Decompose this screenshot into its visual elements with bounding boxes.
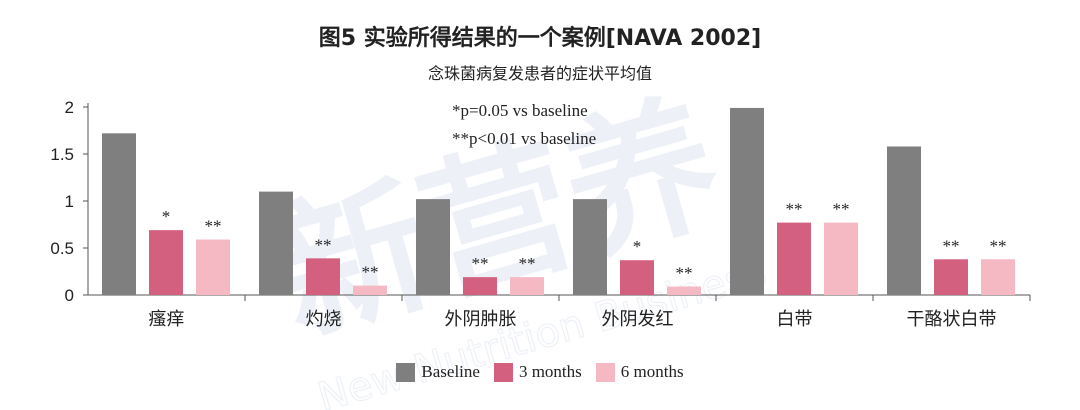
significance-label: ** <box>943 236 960 255</box>
category-label: 白带 <box>777 309 813 330</box>
bar-baseline <box>416 199 450 295</box>
significance-notes: *p=0.05 vs baseline **p<0.01 vs baseline <box>452 97 596 153</box>
bar-3-months <box>149 230 183 295</box>
legend-label-3-months: 3 months <box>518 362 582 381</box>
significance-label: * <box>162 207 171 226</box>
category-label: 瘙痒 <box>149 309 185 330</box>
y-tick-label: 1.5 <box>50 145 74 164</box>
bar-3-months <box>306 258 340 295</box>
bar-baseline <box>730 107 764 295</box>
significance-label: ** <box>362 263 379 282</box>
bar-3-months <box>620 260 654 295</box>
y-tick-label: 2 <box>65 98 74 117</box>
legend-label-baseline: Baseline <box>421 362 480 381</box>
significance-label: ** <box>315 235 332 254</box>
y-tick-label: 0 <box>65 286 74 305</box>
category-label: 灼烧 <box>306 309 342 330</box>
legend-item-baseline: Baseline <box>396 362 480 382</box>
legend-swatch-6-months <box>595 362 615 382</box>
bar-3-months <box>463 277 497 295</box>
bar-6-months <box>824 222 858 295</box>
legend: Baseline 3 months 6 months <box>0 362 1080 382</box>
bar-6-months <box>510 277 544 295</box>
significance-label: ** <box>472 254 489 273</box>
note-double-star: **p<0.01 vs baseline <box>452 129 597 148</box>
significance-label: ** <box>676 264 693 283</box>
bar-baseline <box>102 133 136 295</box>
significance-label: * <box>633 237 642 256</box>
bar-6-months <box>196 239 230 295</box>
y-tick-label: 1 <box>65 192 74 211</box>
category-label: 外阴肿胀 <box>445 309 517 330</box>
legend-swatch-baseline <box>396 362 416 382</box>
legend-swatch-3-months <box>493 362 513 382</box>
bar-3-months <box>934 259 968 295</box>
bar-6-months <box>667 286 701 295</box>
significance-label: ** <box>205 217 222 236</box>
bar-6-months <box>353 285 387 295</box>
bar-6-months <box>981 259 1015 295</box>
bar-3-months <box>777 222 811 295</box>
y-tick-label: 0.5 <box>50 239 74 258</box>
legend-item-6-months: 6 months <box>595 362 684 382</box>
bar-baseline <box>887 146 921 295</box>
significance-label: ** <box>786 200 803 219</box>
significance-label: ** <box>833 200 850 219</box>
significance-label: ** <box>519 254 536 273</box>
bar-baseline <box>259 191 293 295</box>
legend-item-3-months: 3 months <box>493 362 582 382</box>
category-label: 外阴发红 <box>602 309 674 330</box>
chart-title: 图5 实验所得结果的一个案例[NAVA 2002] <box>318 26 762 51</box>
note-single-star: *p=0.05 vs baseline <box>452 101 588 120</box>
bar-baseline <box>573 199 607 295</box>
significance-label: ** <box>990 236 1007 255</box>
legend-label-6-months: 6 months <box>620 362 684 381</box>
chart-subtitle: 念珠菌病复发患者的症状平均值 <box>427 64 652 83</box>
category-label: 干酪状白带 <box>907 309 997 330</box>
